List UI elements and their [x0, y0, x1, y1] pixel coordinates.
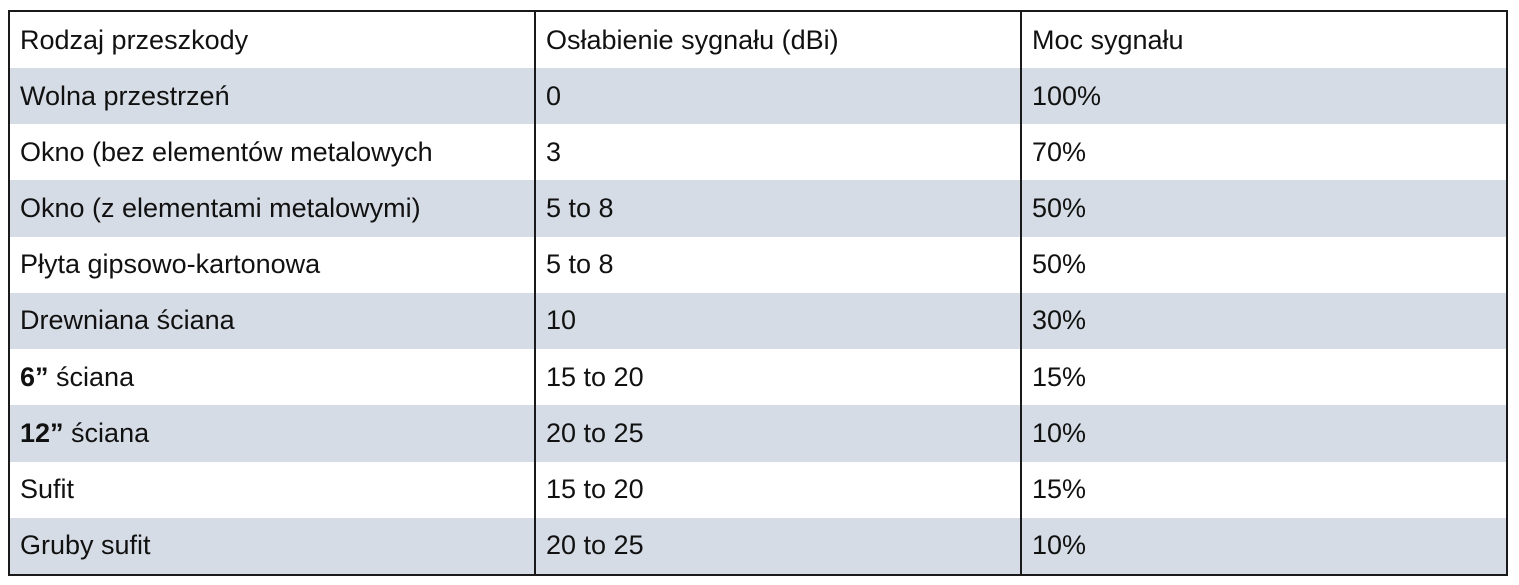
cell-obstacle-type: 6” ściana — [10, 349, 535, 406]
cell-obstacle-type: 12” ściana — [10, 405, 535, 462]
cell-attenuation: 5 to 8 — [534, 180, 1021, 237]
cell-power: 50% — [1020, 236, 1506, 293]
wall-thickness-label: 6” — [20, 361, 49, 392]
cell-attenuation: 20 to 25 — [534, 405, 1021, 462]
cell-obstacle-type: Gruby sufit — [10, 517, 535, 574]
cell-attenuation: 15 to 20 — [534, 461, 1021, 518]
cell-attenuation: 15 to 20 — [534, 349, 1021, 406]
cell-obstacle-type: Okno (bez elementów metalowych — [10, 124, 535, 181]
table-row: Okno (bez elementów metalowych 3 70% — [10, 124, 1506, 181]
cell-obstacle-type: Okno (z elementami metalowymi) — [10, 180, 535, 237]
cell-attenuation: 5 to 8 — [534, 236, 1021, 293]
cell-power: 100% — [1020, 68, 1506, 125]
wall-label: ściana — [48, 361, 135, 392]
cell-obstacle-type: Drewniana ściana — [10, 292, 535, 350]
table-row: Płyta gipsowo-kartonowa 5 to 8 50% — [10, 236, 1506, 293]
table-row: Gruby sufit 20 to 25 10% — [10, 517, 1506, 574]
cell-power: 10% — [1020, 517, 1506, 574]
cell-attenuation: 0 — [534, 68, 1021, 125]
cell-obstacle-type: Sufit — [10, 461, 535, 518]
header-signal-power: Moc sygnału — [1020, 12, 1506, 68]
table-row: 12” ściana 20 to 25 10% — [10, 405, 1506, 462]
cell-obstacle-type: Płyta gipsowo-kartonowa — [10, 236, 535, 293]
wall-thickness-label: 12” — [20, 417, 64, 448]
wall-label: ściana — [63, 417, 150, 448]
table-row: Drewniana ściana 10 30% — [10, 292, 1506, 350]
header-obstacle-type: Rodzaj przeszkody — [20, 24, 249, 55]
cell-power: 70% — [1020, 124, 1506, 181]
cell-attenuation: 20 to 25 — [534, 517, 1021, 574]
table-row: Wolna przestrzeń 0 100% — [10, 68, 1506, 125]
obstacle-signal-table: Rodzaj przeszkody Osłabienie sygnału (dB… — [10, 12, 1506, 574]
cell-power: 15% — [1020, 349, 1506, 406]
table-row: 6” ściana 15 to 20 15% — [10, 349, 1506, 406]
cell-attenuation: 10 — [534, 292, 1021, 350]
cell-power: 15% — [1020, 461, 1506, 518]
header-signal-attenuation: Osłabienie sygnału (dBi) — [534, 12, 1021, 68]
cell-obstacle-type: Wolna przestrzeń — [10, 68, 535, 125]
obstacle-signal-table-container: Rodzaj przeszkody Osłabienie sygnału (dB… — [8, 10, 1508, 576]
table-row: Okno (z elementami metalowymi) 5 to 8 50… — [10, 180, 1506, 237]
cell-power: 10% — [1020, 405, 1506, 462]
cell-power: 50% — [1020, 180, 1506, 237]
table-row: Sufit 15 to 20 15% — [10, 461, 1506, 518]
table-header-row: Rodzaj przeszkody Osłabienie sygnału (dB… — [10, 12, 1506, 68]
cell-power: 30% — [1020, 292, 1506, 350]
cell-attenuation: 3 — [534, 124, 1021, 181]
